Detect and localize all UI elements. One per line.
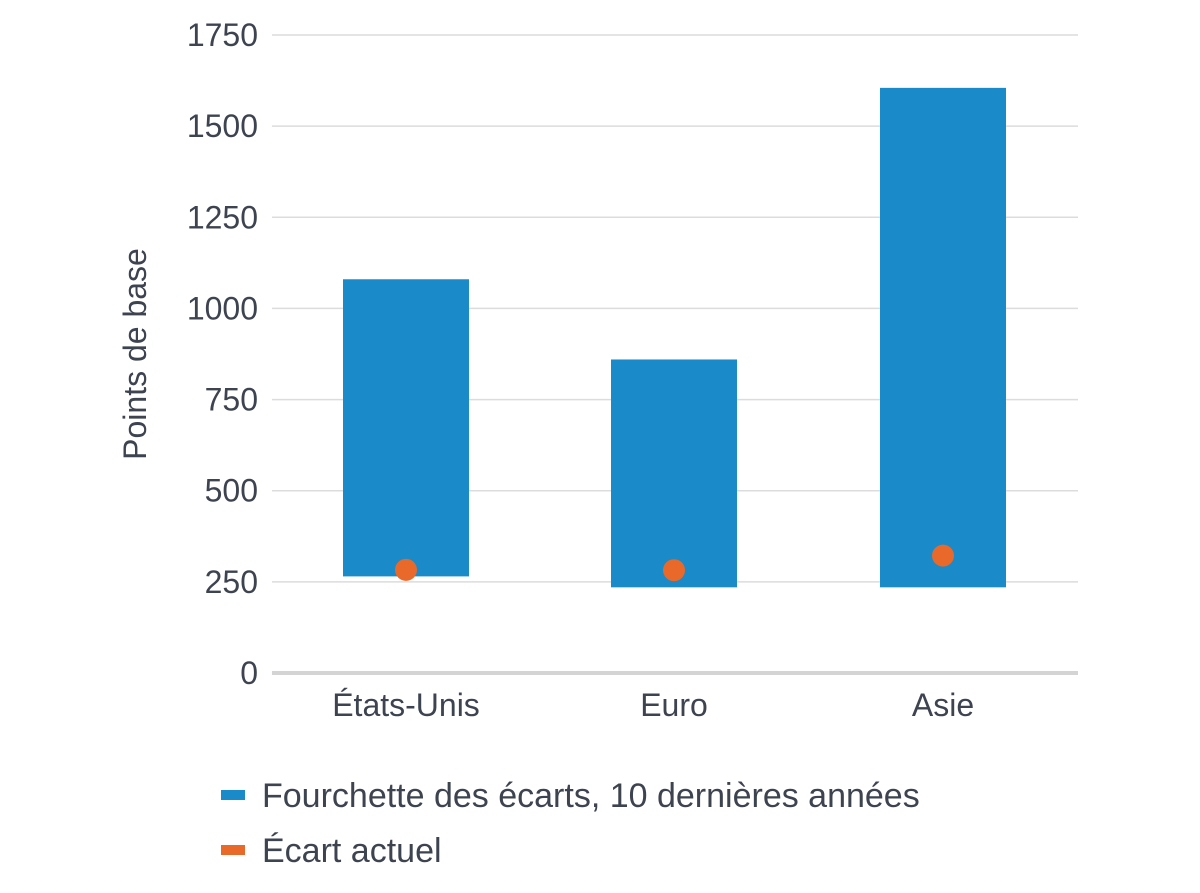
range-bars [343,87,1006,588]
y-tick-labels: 0 250 500 750 1000 1250 1500 1750 [187,17,258,691]
legend-swatch [221,845,245,855]
x-tick-label: Asie [912,687,974,723]
range-bar [343,279,469,577]
y-tick-label: 750 [205,382,258,418]
legend-label: Écart actuel [262,832,442,870]
range-bar [880,87,1006,588]
y-tick-label: 1000 [187,290,258,326]
x-tick-labels: États-Unis Euro Asie [332,687,974,723]
legend-swatch [221,790,245,800]
y-tick-label: 1750 [187,17,258,53]
current-spread-point [663,559,685,582]
y-axis-title: Points de base [117,248,153,460]
legend: Fourchette des écarts, 10 dernières anné… [221,777,920,870]
y-tick-label: 250 [205,564,258,600]
current-spread-point [932,544,954,567]
y-tick-label: 1250 [187,199,258,235]
current-spread-points [395,544,954,582]
legend-label: Fourchette des écarts, 10 dernières anné… [262,777,920,815]
y-tick-label: 500 [205,473,258,509]
x-tick-label: États-Unis [332,687,480,723]
range-bar [611,359,737,588]
x-tick-label: Euro [640,687,708,723]
y-tick-label: 1500 [187,108,258,144]
y-tick-label: 0 [240,655,258,691]
current-spread-point [395,558,417,581]
